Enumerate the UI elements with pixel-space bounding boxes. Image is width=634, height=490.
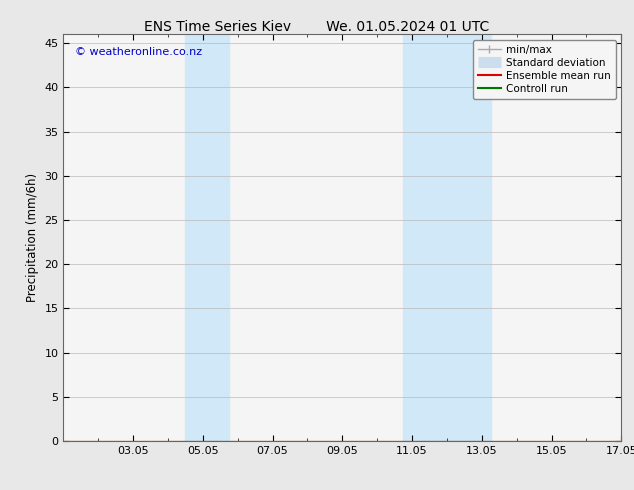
Bar bbox=[185, 34, 229, 441]
Legend: min/max, Standard deviation, Ensemble mean run, Controll run: min/max, Standard deviation, Ensemble me… bbox=[473, 40, 616, 99]
Bar bbox=[403, 34, 491, 441]
Text: ENS Time Series Kiev        We. 01.05.2024 01 UTC: ENS Time Series Kiev We. 01.05.2024 01 U… bbox=[145, 20, 489, 34]
Y-axis label: Precipitation (mm/6h): Precipitation (mm/6h) bbox=[26, 173, 39, 302]
Text: © weatheronline.co.nz: © weatheronline.co.nz bbox=[75, 47, 202, 56]
